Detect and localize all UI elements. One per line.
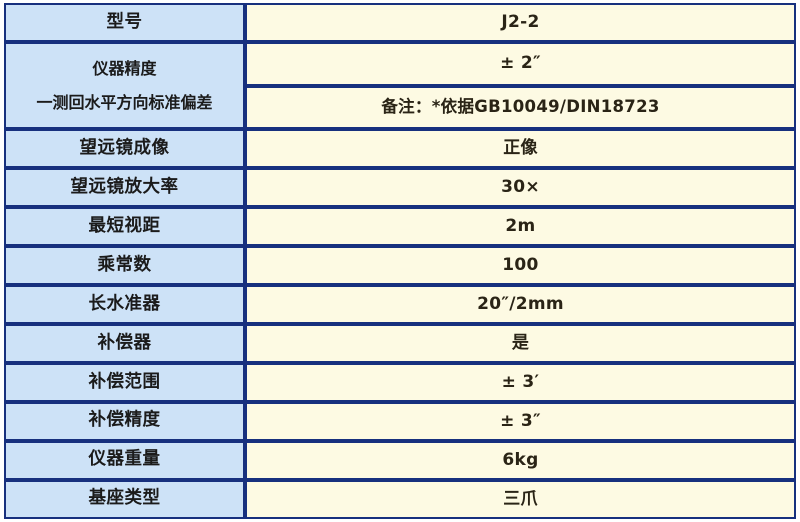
spec-value-compensation-range: ± 3′ xyxy=(245,363,796,402)
spec-label-plate-level: 长水准器 xyxy=(4,285,245,325)
table-row: 乘常数 100 xyxy=(4,246,796,286)
spec-value-tribrach-type: 三爪 xyxy=(245,479,796,519)
table-row: 基座类型 三爪 xyxy=(4,479,796,519)
spec-value-instrument-accuracy: ± 2″ xyxy=(245,41,796,87)
table-row: 望远镜放大率 30× xyxy=(4,168,796,208)
spec-label-multiplication-constant: 乘常数 xyxy=(4,246,245,286)
spec-label-compensation-accuracy: 补偿精度 xyxy=(4,401,245,441)
spec-label-minimum-focus-distance: 最短视距 xyxy=(4,207,245,247)
spec-label-instrument-accuracy: 仪器精度 xyxy=(92,58,157,78)
table-row: 补偿精度 ± 3″ xyxy=(4,401,796,441)
table-row: 备注：*依据GB10049/DIN18723 xyxy=(4,86,796,130)
spec-value-compensator: 是 xyxy=(245,324,796,363)
spec-value-model: J2-2 xyxy=(245,3,796,42)
spec-value-horizontal-direction-deviation: 备注：*依据GB10049/DIN18723 xyxy=(245,86,796,130)
spec-value-telescope-magnification: 30× xyxy=(245,168,796,208)
spec-value-telescope-image: 正像 xyxy=(245,129,796,169)
spec-label-instrument-weight: 仪器重量 xyxy=(4,440,245,480)
spec-label-telescope-image: 望远镜成像 xyxy=(4,129,245,169)
table-row: 望远镜成像 正像 xyxy=(4,129,796,169)
table-row: 补偿范围 ± 3′ xyxy=(4,363,796,402)
table-body: 型号 J2-2 仪器精度 一测回水平方向标准偏差 ± 2″ 备注：*依据GB10… xyxy=(4,3,796,519)
table-row: 型号 J2-2 xyxy=(4,3,796,42)
spec-value-compensation-accuracy: ± 3″ xyxy=(245,401,796,441)
spec-label-horizontal-direction-deviation: 一测回水平方向标准偏差 xyxy=(36,92,213,112)
spec-label-tribrach-type: 基座类型 xyxy=(4,479,245,519)
spec-value-instrument-weight: 6kg xyxy=(245,440,796,480)
spec-label-compensator: 补偿器 xyxy=(4,324,245,363)
spec-value-plate-level: 20″/2mm xyxy=(245,285,796,325)
spec-label-accuracy-group: 仪器精度 一测回水平方向标准偏差 xyxy=(4,41,245,130)
spec-label-telescope-magnification: 望远镜放大率 xyxy=(4,168,245,208)
table-row: 仪器重量 6kg xyxy=(4,440,796,480)
table-row: 最短视距 2m xyxy=(4,207,796,247)
spec-value-multiplication-constant: 100 xyxy=(245,246,796,286)
specification-table-container: 型号 J2-2 仪器精度 一测回水平方向标准偏差 ± 2″ 备注：*依据GB10… xyxy=(4,3,796,519)
table-row: 补偿器 是 xyxy=(4,324,796,363)
spec-value-minimum-focus-distance: 2m xyxy=(245,207,796,247)
table-row: 仪器精度 一测回水平方向标准偏差 ± 2″ xyxy=(4,41,796,130)
spec-label-model: 型号 xyxy=(4,3,245,42)
instrument-specification-table: 型号 J2-2 仪器精度 一测回水平方向标准偏差 ± 2″ 备注：*依据GB10… xyxy=(4,3,796,519)
table-row: 长水准器 20″/2mm xyxy=(4,285,796,325)
spec-label-compensation-range: 补偿范围 xyxy=(4,363,245,402)
